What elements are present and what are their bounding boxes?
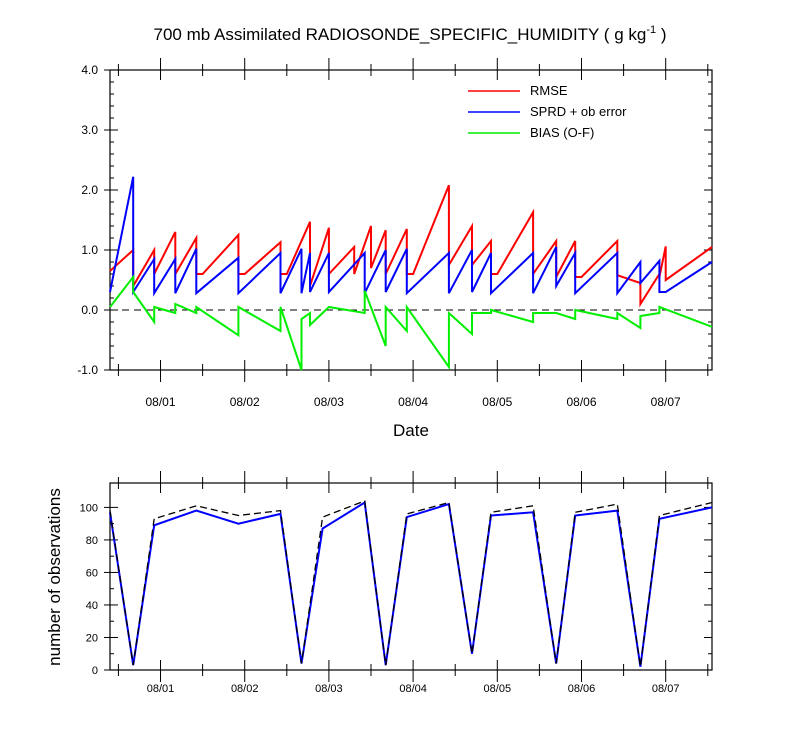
bottom-x-tick-label: 08/04 — [399, 683, 427, 695]
bottom-x-tick-label: 08/05 — [484, 683, 512, 695]
bottom-series-line-0 — [109, 500, 713, 667]
bottom-x-tick-label: 08/07 — [652, 683, 680, 695]
chart-title-main: 700 mb Assimilated RADIOSONDE_SPECIFIC_H… — [154, 25, 647, 44]
top-x-tick-label: 08/03 — [314, 395, 344, 409]
bottom-y-tick-label: 20 — [86, 632, 98, 644]
top-plot: -1.0 0.0 1.0 2.0 3.0 4.0 08/01 08/02 08/03 08/04… — [77, 58, 713, 440]
top-x-tick-label: 08/07 — [651, 395, 681, 409]
bottom-y-tick-label: 100 — [80, 502, 98, 514]
bottom-y-tick-label: 60 — [86, 567, 98, 579]
bottom-x-tick-label: 08/03 — [315, 683, 343, 695]
legend: RMSE SPRD + ob error BIAS (O-F) — [468, 83, 627, 140]
top-y-tick-label: 4.0 — [81, 63, 98, 77]
top-plot-frame — [109, 69, 713, 371]
top-y-tick-label: 3.0 — [81, 123, 98, 137]
legend-label-bias: BIAS (O-F) — [530, 125, 594, 140]
top-x-tick-label: 08/02 — [230, 395, 260, 409]
bottom-series — [109, 499, 713, 667]
top-x-tick-label: 08/01 — [146, 395, 176, 409]
legend-label-rmse: RMSE — [530, 83, 568, 98]
top-series — [109, 176, 713, 371]
bottom-y-tick-label: 0 — [92, 665, 98, 677]
top-x-ticks: 08/01 08/02 08/03 08/04 08/05 08/06 08/07 — [117, 58, 709, 409]
top-x-tick-label: 08/05 — [482, 395, 512, 409]
top-series-line-0 — [109, 184, 713, 308]
bottom-x-ticks: 08/01 08/02 08/03 08/04 08/05 08/06 08/07 — [117, 471, 709, 695]
bottom-series-line-1 — [109, 499, 713, 667]
bottom-x-tick-label: 08/06 — [568, 683, 596, 695]
top-x-tick-label: 08/04 — [398, 395, 428, 409]
bottom-y-tick-label: 80 — [86, 535, 98, 547]
top-series-line-2 — [109, 274, 713, 371]
top-y-tick-label: 0.0 — [81, 303, 98, 317]
chart-title-close: ) — [656, 25, 666, 44]
top-y-tick-label: 1.0 — [81, 243, 98, 257]
bottom-x-tick-label: 08/01 — [147, 683, 175, 695]
bottom-plot-frame — [109, 482, 713, 671]
legend-label-sprd: SPRD + ob error — [530, 104, 627, 119]
y-axis-label-observations: number of observations — [45, 488, 64, 666]
chart-title-exponent: -1 — [646, 24, 656, 36]
top-y-tick-label: 2.0 — [81, 183, 98, 197]
bottom-y-ticks: 0 20 40 60 80 100 — [80, 502, 712, 677]
chart-title: 700 mb Assimilated RADIOSONDE_SPECIFIC_H… — [154, 24, 667, 44]
top-y-ticks: -1.0 0.0 1.0 2.0 3.0 4.0 — [77, 63, 712, 377]
top-series-line-1 — [109, 176, 713, 297]
top-y-tick-label: -1.0 — [77, 363, 98, 377]
x-axis-label: Date — [393, 421, 429, 440]
bottom-x-tick-label: 08/02 — [231, 683, 259, 695]
top-x-tick-label: 08/06 — [566, 395, 596, 409]
bottom-y-tick-label: 40 — [86, 600, 98, 612]
